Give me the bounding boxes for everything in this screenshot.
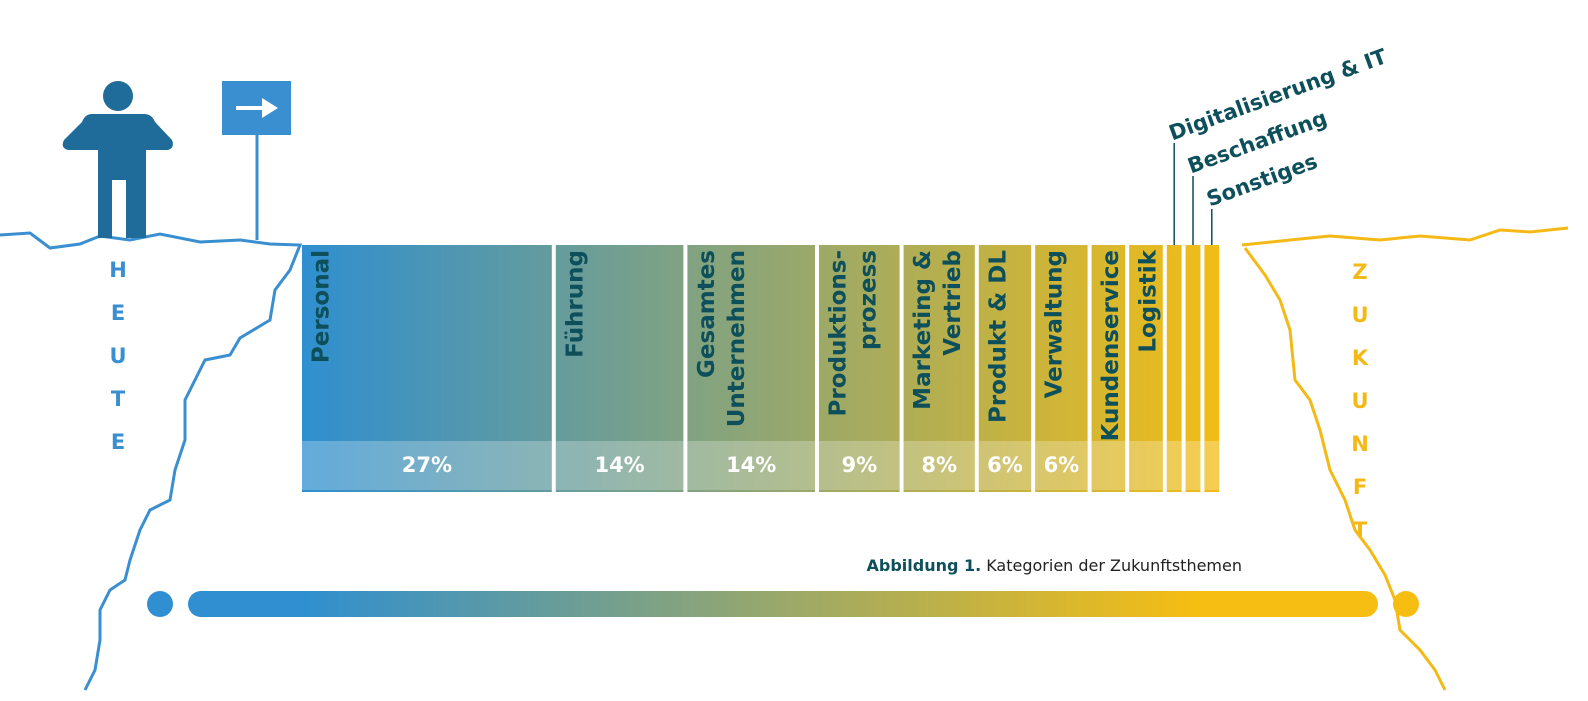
category-label: Vertrieb (940, 250, 966, 356)
bar-segment (1185, 245, 1201, 492)
category-label: Kundenservice (1098, 250, 1124, 441)
caption-number: Abbildung 1. (866, 556, 981, 575)
category-label: Führung (562, 250, 588, 358)
value-band (978, 441, 1032, 490)
category-label: Verwaltung (1042, 250, 1068, 398)
value-label: 14% (726, 453, 776, 477)
cliff-right (1241, 226, 1569, 691)
value-band (819, 441, 900, 490)
value-label: 6% (1044, 453, 1080, 477)
category-label: Personal (309, 250, 335, 363)
person-icon (62, 81, 173, 238)
sign-icon (222, 81, 291, 240)
bar-segment (978, 245, 1032, 492)
category-label: Marketing & (910, 250, 936, 410)
left-label: HEUTE (106, 258, 130, 473)
value-band (302, 441, 552, 490)
value-label: 8% (921, 453, 957, 477)
value-band (1035, 441, 1088, 490)
value-band (903, 441, 975, 490)
value-band (1185, 441, 1201, 490)
value-band (1166, 441, 1182, 490)
caption: Abbildung 1. Kategorien der Zukunftstheme… (866, 556, 1242, 575)
bar-segment (1035, 245, 1088, 492)
bar-segment (1204, 245, 1220, 492)
bar-segment (1166, 245, 1182, 492)
category-label: Produktions- (826, 250, 852, 416)
timeline (188, 591, 1378, 617)
value-label: 14% (594, 453, 644, 477)
value-band (1129, 441, 1163, 490)
bar-segment (555, 245, 684, 492)
category-label: Unternehmen (724, 250, 750, 427)
category-label: Produkt & DL (985, 250, 1011, 423)
timeline-dot (147, 591, 173, 617)
cliff-left (0, 231, 303, 691)
caption-text: Kategorien der Zukunftsthemen (986, 556, 1242, 575)
category-label: prozess (856, 250, 882, 350)
value-band (1091, 441, 1126, 490)
bar-segment (903, 245, 975, 492)
bar-segment (687, 245, 815, 492)
right-label: ZUKUNFT (1348, 260, 1372, 561)
value-band (555, 441, 684, 490)
value-band (1204, 441, 1220, 490)
value-label: 6% (987, 453, 1023, 477)
timeline-dot (1393, 591, 1419, 617)
value-label: 27% (402, 453, 452, 477)
bar-segment (302, 245, 552, 492)
bar-segment (1091, 245, 1126, 492)
value-label: 9% (841, 453, 877, 477)
value-band (687, 441, 815, 490)
category-label: Gesamtes (694, 250, 720, 378)
category-label: Logistik (1136, 249, 1162, 352)
bar-segment (819, 245, 900, 492)
bar-segment (1129, 245, 1163, 492)
